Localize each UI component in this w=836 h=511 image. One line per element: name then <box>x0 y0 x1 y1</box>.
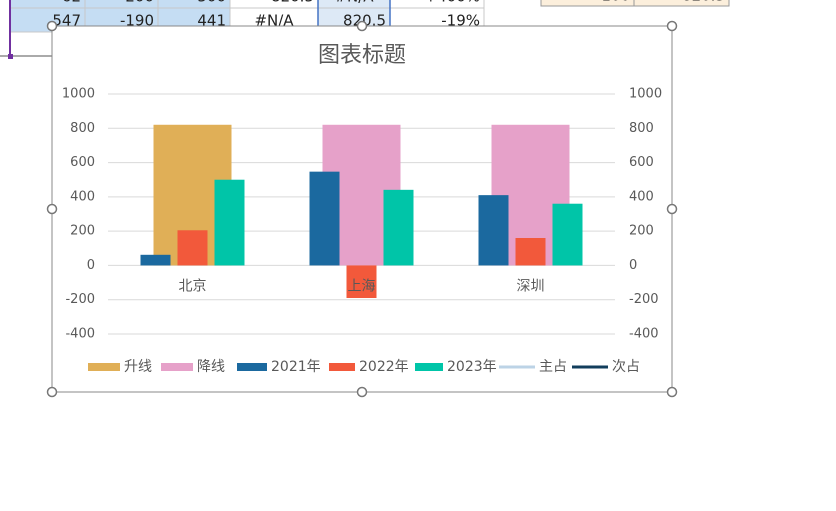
resize-handle[interactable] <box>356 386 368 398</box>
x-tick-label: 深圳 <box>517 278 545 294</box>
y-tick-label: 1000 <box>62 87 95 102</box>
cell-text: 500 <box>197 0 226 6</box>
resize-handle[interactable] <box>46 203 58 215</box>
legend-label[interactable]: 2023年 <box>447 359 497 375</box>
y2-tick-label: -200 <box>629 292 659 307</box>
cell-text: #N/A <box>254 12 294 30</box>
bar <box>383 189 414 266</box>
cell[interactable] <box>633 0 730 7</box>
legend-swatch <box>415 363 443 371</box>
cell-text: #N/A <box>334 0 374 6</box>
bar <box>552 203 583 266</box>
bar <box>478 195 509 266</box>
resize-handle[interactable] <box>666 386 678 398</box>
cell-text: +400% <box>425 0 480 6</box>
cell-text: 820.5 <box>682 0 725 5</box>
cell-text: 100 <box>601 0 630 5</box>
legend-label[interactable]: 降线 <box>197 359 225 375</box>
resize-handle[interactable] <box>46 386 58 398</box>
cell-text: -190 <box>120 12 154 30</box>
cell[interactable] <box>540 0 635 7</box>
cell-text: 200 <box>125 0 154 6</box>
bar <box>515 238 546 266</box>
y2-tick-label: 800 <box>629 121 654 136</box>
legend-swatch <box>161 363 193 371</box>
chart-title: 图表标题 <box>318 43 406 68</box>
cell-text: 820.5 <box>271 0 314 6</box>
bar <box>214 179 245 266</box>
chart: -400 -200 0 200 400 600 800 1000 -400 -200 0 200 400… <box>62 87 662 376</box>
legend-swatch <box>237 363 267 371</box>
cell-text: -19% <box>441 12 480 30</box>
x-tick-label: 北京 <box>179 278 207 294</box>
y2-tick-label: -400 <box>629 327 659 342</box>
legend-label[interactable]: 升线 <box>124 359 152 375</box>
cell-text: 62 <box>62 0 81 6</box>
bar <box>309 171 340 266</box>
bar <box>177 230 208 266</box>
cell-text: 820.5 <box>343 12 386 30</box>
cell-text: 441 <box>197 12 226 30</box>
y2-tick-label: 600 <box>629 155 654 170</box>
y-tick-label: 600 <box>70 155 95 170</box>
y-tick-label: 0 <box>87 258 95 273</box>
y-tick-label: 800 <box>70 121 95 136</box>
resize-handle[interactable] <box>666 203 678 215</box>
legend-label[interactable]: 次占 <box>612 359 640 375</box>
fill-handle <box>8 54 13 59</box>
resize-handle[interactable] <box>666 20 678 32</box>
resize-handles <box>46 20 678 398</box>
cell-text: 547 <box>52 12 81 30</box>
y2-tick-label: 0 <box>629 258 637 273</box>
y2-tick-label: 200 <box>629 224 654 239</box>
legend-swatch <box>88 363 120 371</box>
legend-label[interactable]: 2021年 <box>271 359 321 375</box>
bar <box>346 265 377 298</box>
y2-tick-label: 400 <box>629 189 654 204</box>
y-tick-label: 200 <box>70 224 95 239</box>
resize-handle[interactable] <box>356 20 368 32</box>
legend-label[interactable]: 2022年 <box>359 359 409 375</box>
y-tick-label: -400 <box>65 327 95 342</box>
legend-label[interactable]: 主占 <box>539 359 567 375</box>
y-tick-label: 400 <box>70 189 95 204</box>
y2-tick-label: 1000 <box>629 87 662 102</box>
x-tick-label: 上海 <box>348 278 376 294</box>
y-tick-label: -200 <box>65 292 95 307</box>
bar <box>140 254 171 266</box>
legend-swatch <box>329 363 355 371</box>
resize-handle[interactable] <box>46 20 58 32</box>
